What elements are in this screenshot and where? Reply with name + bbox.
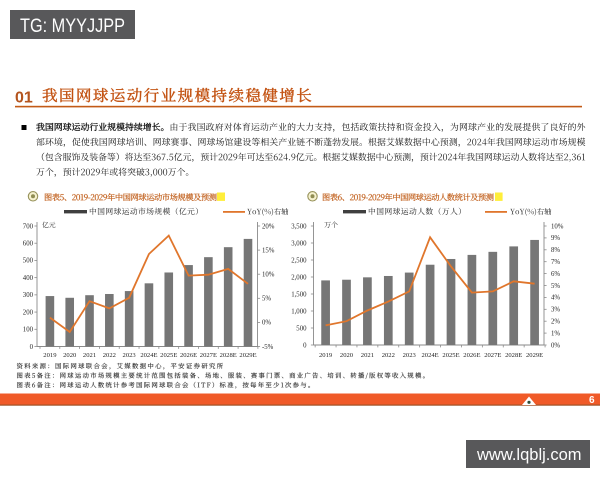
svg-text:2025E: 2025E [442,352,459,359]
svg-text:20%: 20% [262,223,275,230]
svg-text:2019: 2019 [319,352,333,359]
svg-text:300: 300 [23,292,34,299]
svg-text:2024E: 2024E [140,352,157,359]
svg-text:3,500: 3,500 [291,223,307,230]
svg-text:2028E: 2028E [505,352,522,359]
svg-text:2,500: 2,500 [291,257,307,264]
svg-text:500: 500 [296,325,307,332]
svg-text:9%: 9% [551,235,560,242]
svg-text:7%: 7% [551,259,560,266]
svg-text:2023: 2023 [403,352,417,359]
svg-text:2028E: 2028E [220,352,237,359]
svg-text:2019: 2019 [43,352,57,359]
svg-text:4%: 4% [551,295,560,302]
svg-text:-5%: -5% [262,344,274,351]
svg-text:2026E: 2026E [180,352,197,359]
svg-text:www.lqblj.com: www.lqblj.com [476,446,582,464]
svg-text:2022: 2022 [103,352,116,359]
svg-text:0%: 0% [262,320,271,327]
svg-text:0: 0 [30,344,34,351]
svg-text:1,000: 1,000 [291,308,307,315]
svg-text:2026E: 2026E [463,352,480,359]
svg-text:0: 0 [303,342,307,349]
svg-text:2029E: 2029E [526,352,543,359]
svg-text:700: 700 [23,223,34,230]
svg-text:10%: 10% [262,272,275,279]
svg-text:2024E: 2024E [421,352,438,359]
svg-text:500: 500 [23,258,34,265]
svg-text:400: 400 [23,275,34,282]
svg-text:2027E: 2027E [484,352,501,359]
svg-text:2,000: 2,000 [291,274,307,281]
svg-text:0%: 0% [551,342,560,349]
svg-text:6%: 6% [551,271,560,278]
svg-text:100: 100 [23,327,34,334]
svg-text:2023: 2023 [123,352,137,359]
svg-text:3%: 3% [551,307,560,314]
svg-text:2020: 2020 [340,352,354,359]
svg-text:TG: MYYJJPP: TG: MYYJJPP [20,15,125,37]
svg-text:2022: 2022 [382,352,395,359]
svg-text:2%: 2% [551,319,560,326]
svg-text:2029E: 2029E [239,352,256,359]
svg-text:2020: 2020 [63,352,77,359]
svg-text:2027E: 2027E [200,352,217,359]
svg-text:200: 200 [23,309,34,316]
svg-text:01: 01 [15,89,33,106]
svg-text:1%: 1% [551,330,560,337]
svg-text:5%: 5% [262,296,271,303]
svg-text:6: 6 [589,395,595,406]
svg-text:5%: 5% [551,283,560,290]
svg-text:3,000: 3,000 [291,240,307,247]
svg-text:8%: 8% [551,247,560,254]
svg-text:2021: 2021 [83,352,96,359]
svg-text:2025E: 2025E [160,352,177,359]
svg-text:600: 600 [23,241,34,248]
svg-text:2021: 2021 [361,352,374,359]
svg-text:10%: 10% [551,223,564,230]
svg-text:15%: 15% [262,247,275,254]
svg-text:1,500: 1,500 [291,291,307,298]
